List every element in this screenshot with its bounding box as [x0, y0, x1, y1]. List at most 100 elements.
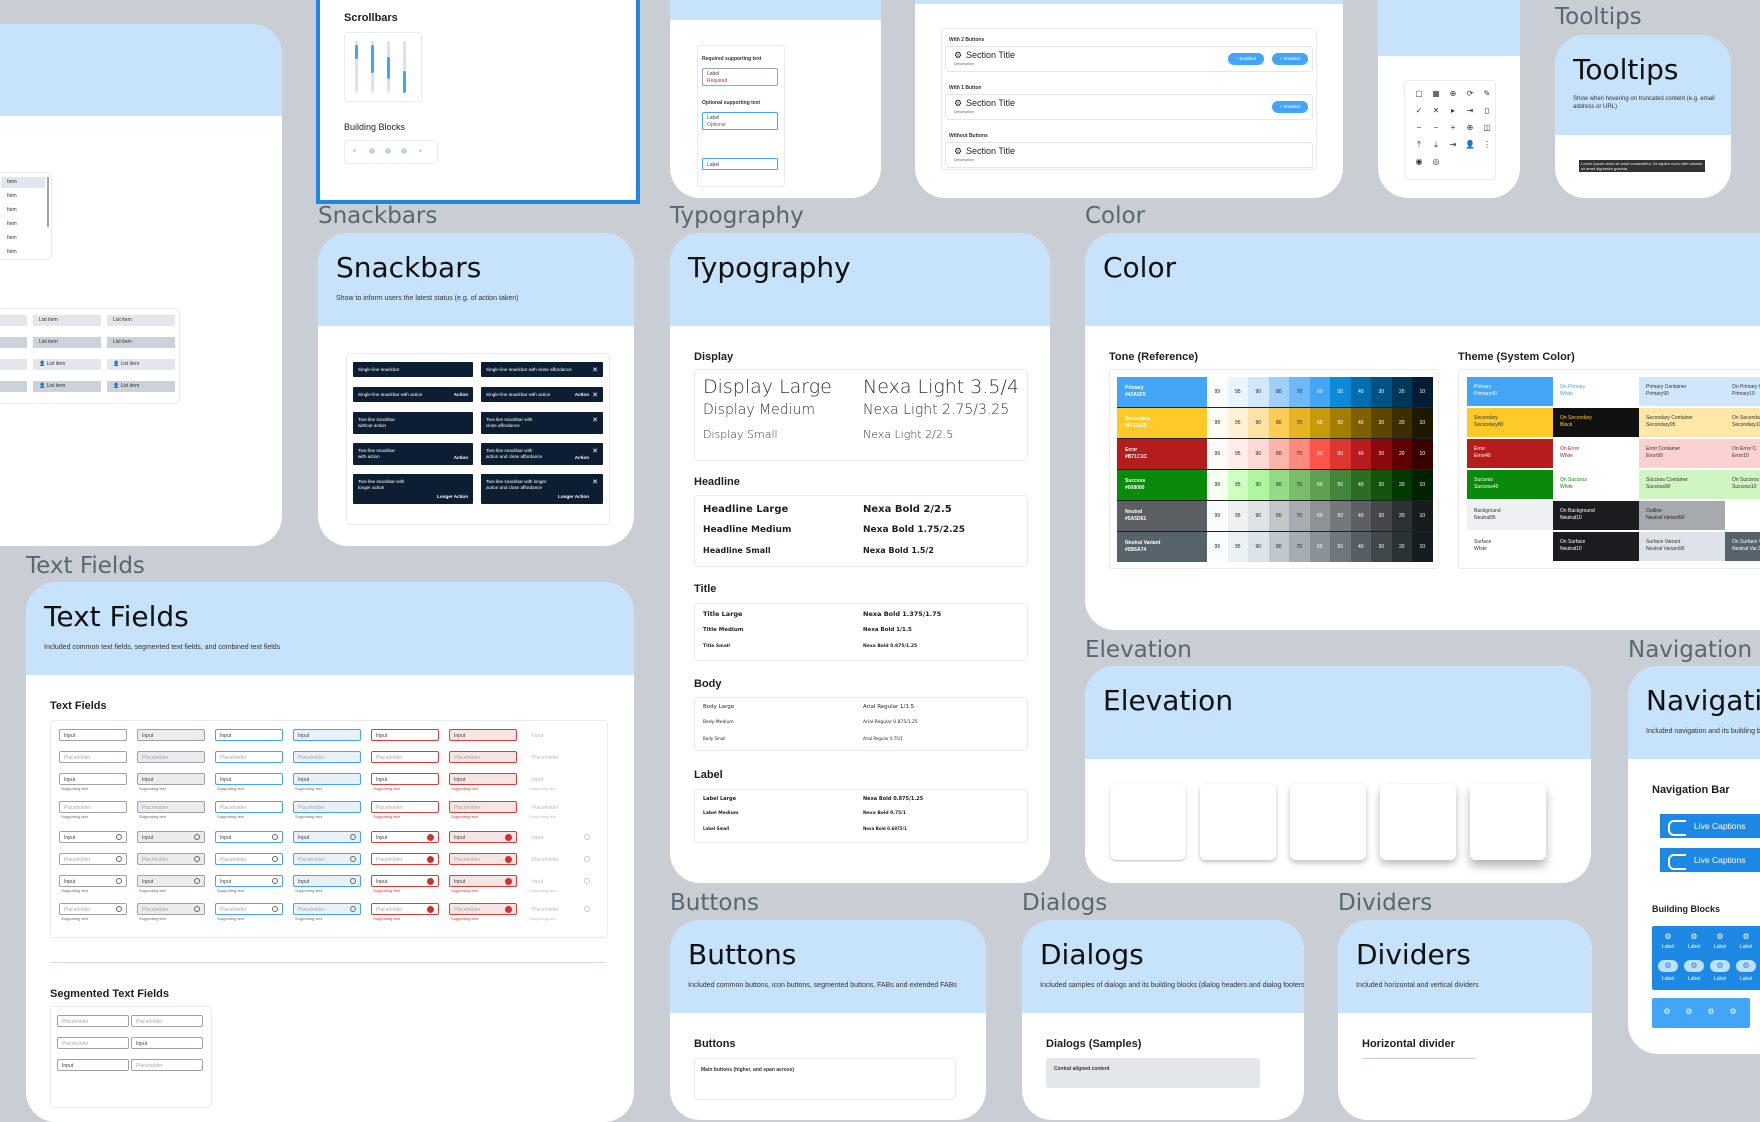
- tone-swatch[interactable]: 95: [1227, 439, 1248, 469]
- text-field[interactable]: Placeholder: [293, 801, 361, 813]
- tone-swatch[interactable]: 50: [1330, 501, 1351, 531]
- theme-swatch[interactable]: On Primary White: [1553, 377, 1639, 406]
- menu-item[interactable]: Item: [1, 191, 45, 202]
- snackbar-action[interactable]: Longer Action: [437, 494, 468, 499]
- text-field[interactable]: Input: [59, 875, 127, 887]
- clear-icon[interactable]: [584, 834, 590, 840]
- menu-scrollbar[interactable]: [47, 177, 49, 227]
- clear-icon[interactable]: [194, 856, 200, 862]
- text-field[interactable]: Placeholder: [371, 853, 439, 865]
- text-field[interactable]: Input: [137, 773, 205, 785]
- clear-icon[interactable]: [584, 906, 590, 912]
- tone-swatch[interactable]: 20: [1391, 532, 1412, 562]
- tone-swatch[interactable]: 10: [1412, 501, 1433, 531]
- theme-swatch[interactable]: On Error C. Error10: [1725, 439, 1760, 468]
- text-field[interactable]: Input: [215, 773, 283, 785]
- text-field[interactable]: Placeholder: [215, 801, 283, 813]
- tone-swatch[interactable]: 70: [1289, 470, 1310, 500]
- tone-swatch[interactable]: 90: [1248, 439, 1269, 469]
- clear-icon[interactable]: [350, 834, 356, 840]
- text-field[interactable]: Input: [371, 773, 439, 785]
- text-field[interactable]: Placeholder: [449, 903, 517, 915]
- text-field[interactable]: Input: [293, 773, 361, 785]
- play-icon[interactable]: ▸: [1450, 106, 1455, 115]
- enabled-button[interactable]: + Enabled: [1271, 53, 1308, 65]
- text-field[interactable]: Input: [137, 729, 205, 741]
- list-item[interactable]: 👤 List item: [107, 359, 175, 370]
- menu-item[interactable]: Item: [1, 205, 45, 216]
- list-item[interactable]: List item: [33, 337, 101, 348]
- tone-swatch[interactable]: 10: [1412, 377, 1433, 407]
- list-item[interactable]: List item: [0, 359, 27, 370]
- tone-swatch[interactable]: 99: [1207, 501, 1228, 531]
- eye-icon[interactable]: ◉: [1415, 157, 1423, 166]
- text-field[interactable]: Input: [215, 831, 283, 843]
- theme-swatch[interactable]: On Primary C. Primary10: [1725, 377, 1760, 406]
- theme-swatch[interactable]: Primary Container Primary90: [1639, 377, 1725, 406]
- tone-swatch[interactable]: 40: [1350, 501, 1371, 531]
- clear-icon[interactable]: [584, 878, 590, 884]
- tone-swatch[interactable]: 80: [1268, 439, 1289, 469]
- tone-swatch[interactable]: 30: [1371, 408, 1392, 438]
- text-field[interactable]: Input: [527, 875, 595, 887]
- tone-swatch[interactable]: 10: [1412, 439, 1433, 469]
- tone-swatch[interactable]: 30: [1371, 501, 1392, 531]
- tone-swatch[interactable]: 90: [1248, 501, 1269, 531]
- refresh-icon[interactable]: ⟳: [1466, 89, 1474, 98]
- text-field[interactable]: Input: [215, 875, 283, 887]
- minus-icon[interactable]: −: [1433, 123, 1439, 132]
- enabled-button[interactable]: + Enabled: [1271, 101, 1308, 113]
- text-field[interactable]: Input: [59, 831, 127, 843]
- tone-swatch[interactable]: 60: [1309, 470, 1330, 500]
- tone-swatch[interactable]: 90: [1248, 470, 1269, 500]
- tone-swatch[interactable]: 90: [1248, 532, 1269, 562]
- text-field[interactable]: Input: [449, 773, 517, 785]
- tone-swatch[interactable]: 95: [1227, 532, 1248, 562]
- tone-swatch[interactable]: 80: [1268, 470, 1289, 500]
- text-field[interactable]: Input: [527, 729, 595, 741]
- close-icon[interactable]: ✕: [1432, 106, 1440, 115]
- download-icon[interactable]: ⤓: [1434, 140, 1438, 149]
- text-field[interactable]: Input: [449, 875, 517, 887]
- nav-live-captions[interactable]: Live Captions: [1660, 814, 1760, 838]
- list-item[interactable]: 👤 List item: [33, 359, 101, 370]
- segmented-field[interactable]: Placeholder: [131, 1059, 203, 1071]
- text-field[interactable]: Placeholder: [527, 801, 595, 813]
- text-field[interactable]: Placeholder: [215, 903, 283, 915]
- more-icon[interactable]: ⋮: [1483, 140, 1491, 149]
- close-icon[interactable]: ✕: [592, 417, 598, 424]
- text-field[interactable]: Placeholder: [527, 903, 595, 915]
- segmented-field[interactable]: Placeholder: [131, 1015, 203, 1027]
- theme-swatch[interactable]: On Background Neutral10: [1553, 501, 1639, 530]
- text-field[interactable]: Placeholder: [449, 751, 517, 763]
- nav-icon[interactable]: ⚙: [1690, 932, 1698, 941]
- tone-swatch[interactable]: 95: [1227, 408, 1248, 438]
- tone-swatch[interactable]: 10: [1412, 470, 1433, 500]
- text-field[interactable]: Input: [527, 773, 595, 785]
- text-field[interactable]: Placeholder: [371, 801, 439, 813]
- tone-swatch[interactable]: 95: [1227, 501, 1248, 531]
- text-field[interactable]: Placeholder: [215, 853, 283, 865]
- list-item[interactable]: List item: [0, 315, 27, 326]
- required-field[interactable]: Label Required: [702, 68, 778, 86]
- theme-swatch[interactable]: On Secondary Black: [1553, 408, 1639, 437]
- snackbar-action[interactable]: Longer Action: [558, 494, 589, 499]
- tone-swatch[interactable]: 50: [1330, 470, 1351, 500]
- nav-icon-active[interactable]: ⚙: [1710, 960, 1730, 972]
- tone-swatch[interactable]: 20: [1391, 470, 1412, 500]
- web-icon[interactable]: ⊕: [1466, 123, 1474, 132]
- tone-swatch[interactable]: 99: [1207, 439, 1228, 469]
- text-field[interactable]: Input: [527, 831, 595, 843]
- list-item[interactable]: List item: [107, 315, 175, 326]
- tone-swatch[interactable]: 99: [1207, 408, 1228, 438]
- text-field[interactable]: Input: [371, 875, 439, 887]
- optional-field[interactable]: Label Optional: [702, 112, 778, 130]
- book-icon[interactable]: ▦: [1432, 89, 1440, 98]
- tone-swatch[interactable]: 30: [1371, 377, 1392, 407]
- text-field[interactable]: Input: [293, 831, 361, 843]
- snackbar-action[interactable]: Action: [453, 392, 468, 397]
- tone-swatch[interactable]: 20: [1391, 377, 1412, 407]
- tone-swatch[interactable]: 80: [1268, 377, 1289, 407]
- theme-swatch[interactable]: Secondary Secondary80: [1467, 408, 1553, 437]
- theme-swatch[interactable]: On Error White: [1553, 439, 1639, 468]
